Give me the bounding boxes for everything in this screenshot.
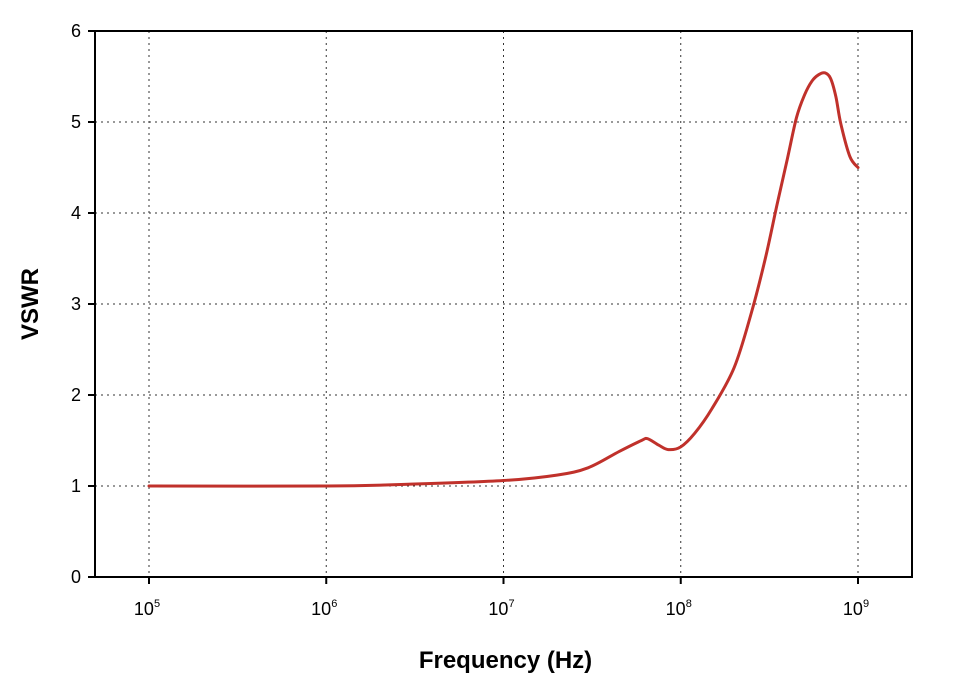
x-tick-label: 108 <box>666 598 692 619</box>
y-tick-label: 3 <box>71 294 81 314</box>
x-axis-label: Frequency (Hz) <box>419 647 592 674</box>
axis-ticks: 0 1 2 3 4 5 6 105 106 107 108 109 <box>71 21 869 619</box>
y-tick-label: 5 <box>71 112 81 132</box>
y-tick-label: 1 <box>71 476 81 496</box>
x-tick-label: 106 <box>311 598 337 619</box>
x-tick-label: 105 <box>134 598 160 619</box>
x-tick-label: 109 <box>843 598 869 619</box>
x-tick-label: 107 <box>488 598 514 619</box>
y-axis-label: VSWR <box>17 268 44 340</box>
grid-lines <box>95 31 912 577</box>
series-layer <box>147 71 860 488</box>
vswr-series-line <box>147 71 860 488</box>
y-tick-label: 0 <box>71 567 81 587</box>
y-tick-label: 4 <box>71 203 81 223</box>
y-tick-label: 6 <box>71 21 81 41</box>
y-tick-label: 2 <box>71 385 81 405</box>
